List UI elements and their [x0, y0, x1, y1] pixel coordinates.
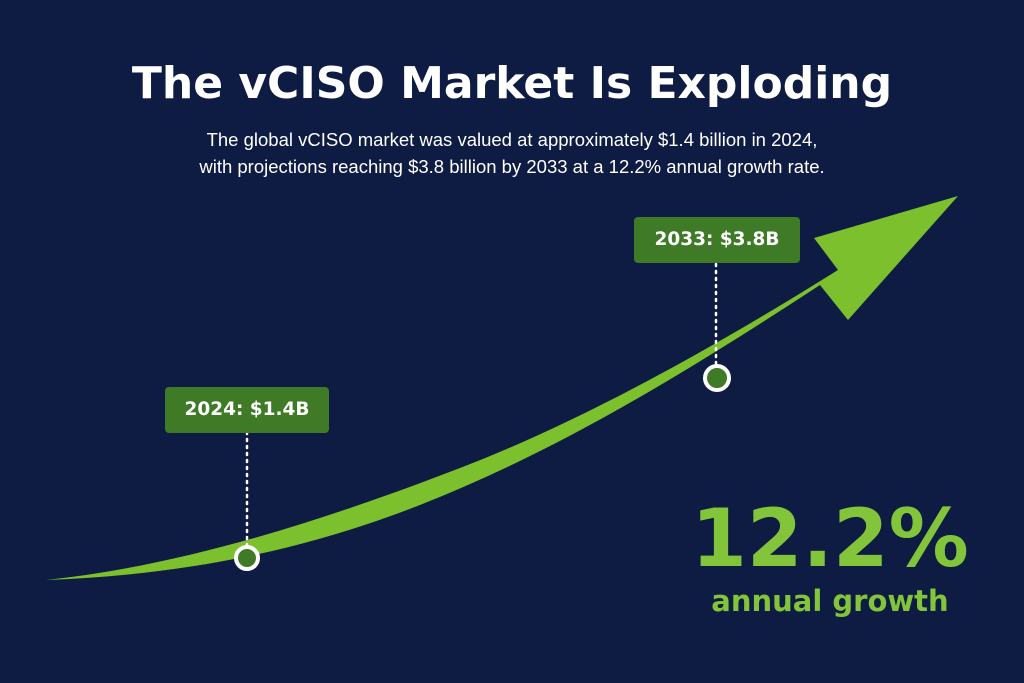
growth-callout: 12.2% annual growth — [690, 492, 970, 619]
subtitle-line-2: with projections reaching $3.8 billion b… — [199, 156, 825, 177]
page-subtitle: The global vCISO market was valued at ap… — [112, 126, 912, 180]
subtitle-line-1: The global vCISO market was valued at ap… — [206, 129, 818, 150]
data-point-2033 — [703, 364, 731, 392]
page-title: The vCISO Market Is Exploding — [131, 58, 893, 109]
data-point-2024 — [234, 545, 260, 571]
growth-arrow — [46, 196, 958, 580]
data-label-2033: 2033: $3.8B — [634, 217, 800, 263]
growth-rate-label: annual growth — [711, 584, 949, 618]
data-label-2024: 2024: $1.4B — [165, 387, 329, 433]
growth-rate-value: 12.2% — [691, 492, 969, 585]
